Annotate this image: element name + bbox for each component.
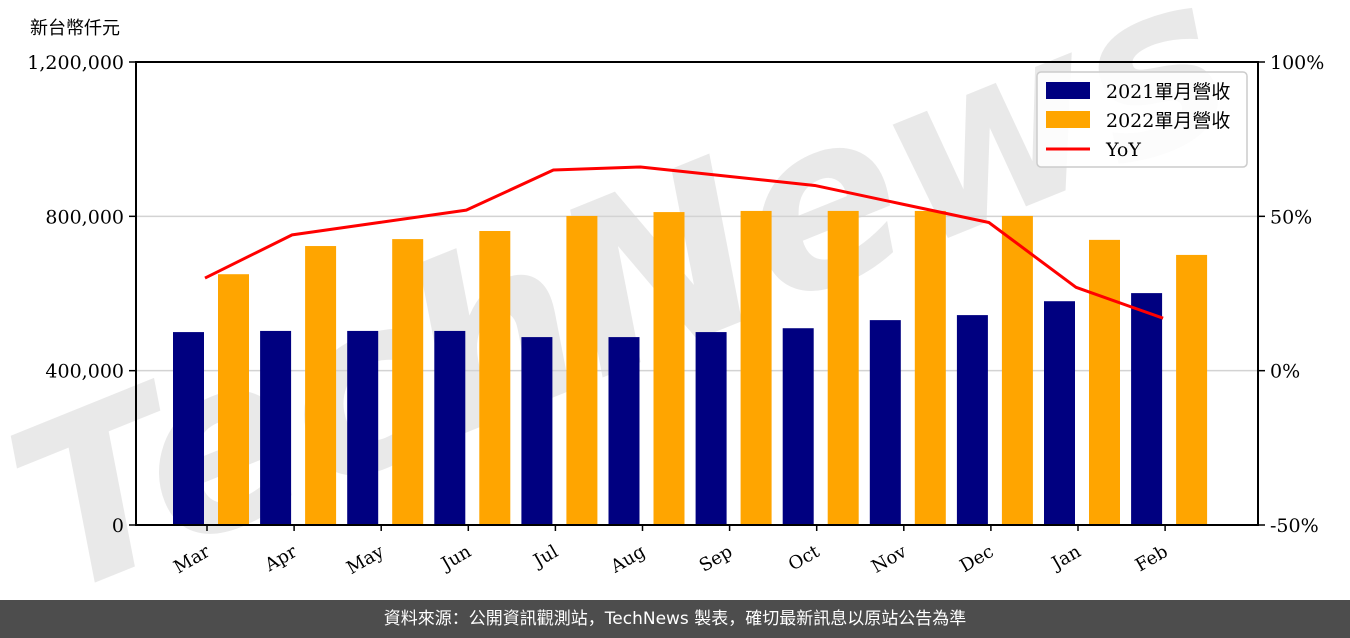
x-tick-label-jun: Jun [436, 541, 475, 576]
legend-label: 2021單月營收 [1106, 81, 1230, 103]
bar-2022-may [392, 239, 424, 525]
bars [173, 210, 1208, 526]
bar-2022-jun [479, 230, 511, 525]
bar-2021-dec [956, 315, 988, 525]
x-tick-label-nov: Nov [868, 541, 911, 578]
plot-frame [135, 61, 1259, 526]
y2-tick-label: 100% [1270, 52, 1324, 74]
y-tick-label: 800,000 [45, 206, 124, 228]
bar-2022-apr [305, 246, 337, 526]
yoy-line [204, 165, 1164, 320]
legend: 2021單月營收 2022單月營收 YoY [1036, 71, 1248, 168]
bar-2022-dec [1001, 215, 1033, 525]
x-tick-label-sep: Sep [696, 541, 736, 576]
x-tick-label-aug: Aug [606, 541, 649, 578]
legend-swatch [1046, 82, 1090, 99]
x-tick-label-jul: Jul [528, 541, 562, 573]
yoy-polyline [204, 165, 1164, 320]
x-tick-label-dec: Dec [956, 541, 997, 577]
legend-swatch [1046, 111, 1090, 128]
bar-2022-jan [1089, 239, 1120, 525]
x-tick-label-oct: Oct [785, 541, 824, 576]
revenue-chart: TechNews 0400,000800,0001,200,000-50%0%5… [0, 0, 1324, 600]
legend-label: YoY [1105, 139, 1141, 161]
y-tick-label: 1,200,000 [27, 52, 124, 74]
bar-2022-feb [1176, 254, 1208, 525]
bar-2022-jul [566, 215, 598, 525]
y-axis-unit-label: 新台幣仟元 [30, 18, 120, 39]
bar-2022-oct [827, 210, 859, 525]
y2-tick-label: 0% [1270, 361, 1300, 383]
y2-tick-label: 50% [1270, 206, 1312, 228]
bar-2021-may [347, 330, 379, 525]
bar-2021-sep [695, 332, 727, 525]
x-tick-label-may: May [343, 541, 388, 579]
bar-2022-aug [653, 212, 685, 525]
bar-2021-nov [869, 320, 901, 525]
legend-label: 2022單月營收 [1106, 110, 1230, 132]
bar-2021-jan [1044, 301, 1075, 525]
bar-2021-apr [260, 330, 292, 525]
x-tick-label-jan: Jan [1047, 541, 1085, 575]
bar-2021-jul [521, 337, 553, 525]
bar-2021-jun [434, 330, 466, 525]
bar-2021-oct [782, 328, 814, 525]
bar-2021-mar [173, 332, 204, 525]
y2-tick-label: -50% [1270, 515, 1319, 537]
bar-2022-nov [914, 210, 946, 525]
y-tick-label: 0 [112, 515, 124, 537]
bar-2022-sep [740, 210, 772, 525]
source-footer: 資料來源：公開資訊觀測站，TechNews 製表，確切最新訊息以原站公告為準 [0, 600, 1350, 638]
bar-2021-aug [608, 337, 640, 525]
y-tick-label: 400,000 [45, 361, 124, 383]
bar-2022-mar [218, 274, 249, 525]
bar-2021-feb [1131, 293, 1163, 525]
x-tick-label-feb: Feb [1132, 541, 1172, 576]
